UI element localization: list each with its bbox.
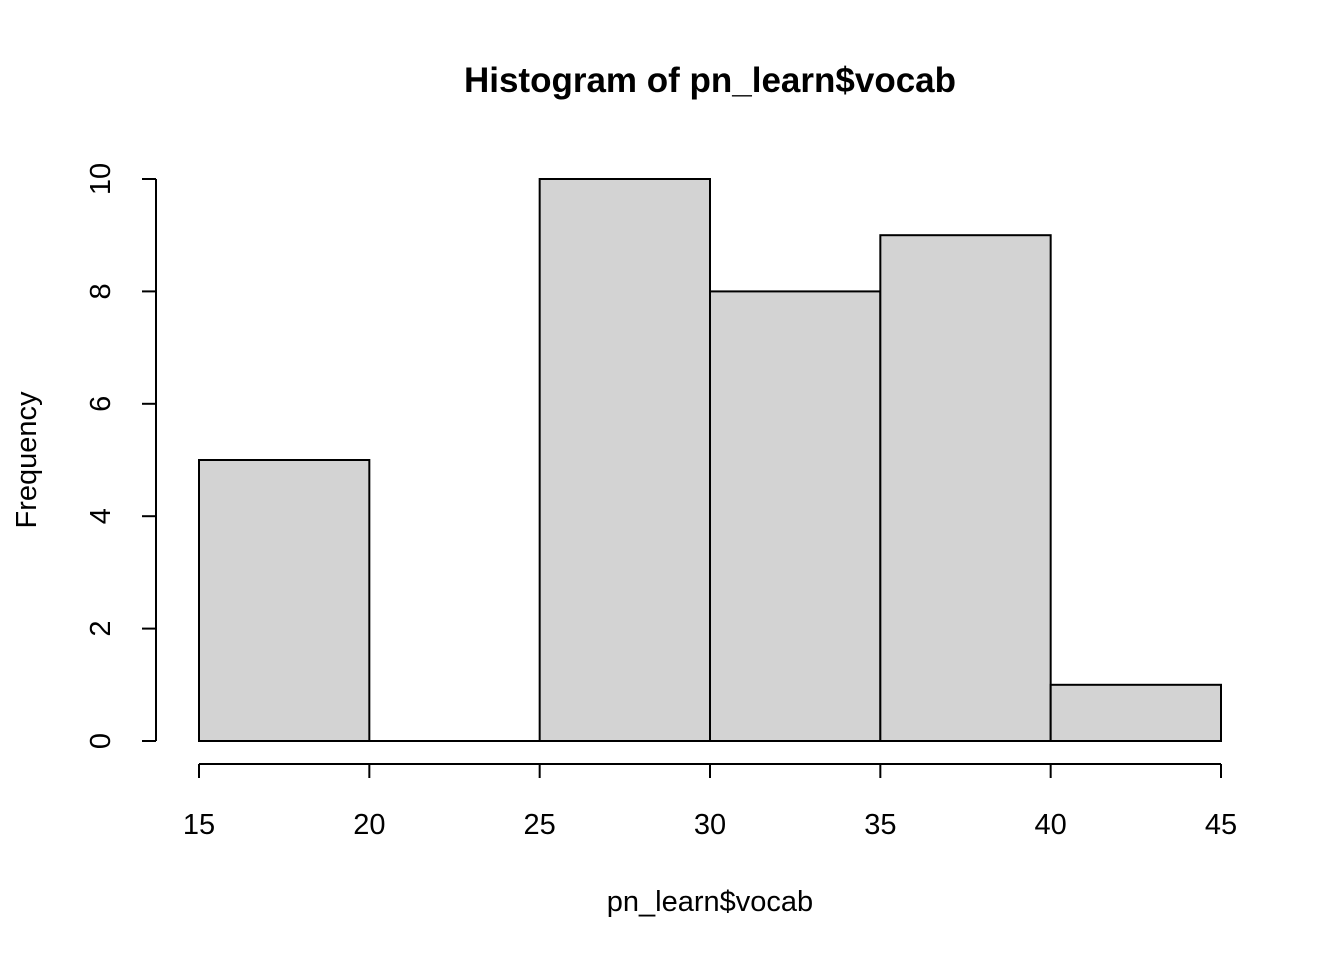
- x-tick-label: 30: [694, 809, 726, 841]
- chart-title: Histogram of pn_learn$vocab: [464, 61, 956, 100]
- x-tick-label: 20: [353, 809, 385, 841]
- histogram-bar-2: [538, 178, 712, 742]
- y-tick-label: 8: [85, 283, 117, 299]
- histogram-bar-0: [198, 459, 371, 742]
- x-tick-label: 15: [183, 809, 215, 841]
- histogram-bar-4: [879, 234, 1052, 742]
- x-tick-label: 25: [524, 809, 556, 841]
- y-tick-label: 0: [85, 733, 117, 749]
- y-axis-label: Frequency: [11, 391, 43, 529]
- y-tick-label: 10: [85, 163, 117, 195]
- y-tick-label: 2: [85, 621, 117, 637]
- x-tick-label: 45: [1205, 809, 1237, 841]
- histogram-bar-5: [1049, 683, 1222, 742]
- y-tick-label: 4: [85, 508, 117, 524]
- bars-group: [198, 178, 1222, 742]
- x-axis: 15 20 25 30 35 40 45: [183, 763, 1237, 841]
- y-tick-label: 6: [85, 396, 117, 412]
- histogram-bar-3: [709, 290, 882, 742]
- x-tick-label: 40: [1035, 809, 1067, 841]
- x-axis-label: pn_learn$vocab: [607, 886, 813, 918]
- x-tick-label: 35: [864, 809, 896, 841]
- y-axis: 0 2 4 6 8 10: [85, 163, 157, 749]
